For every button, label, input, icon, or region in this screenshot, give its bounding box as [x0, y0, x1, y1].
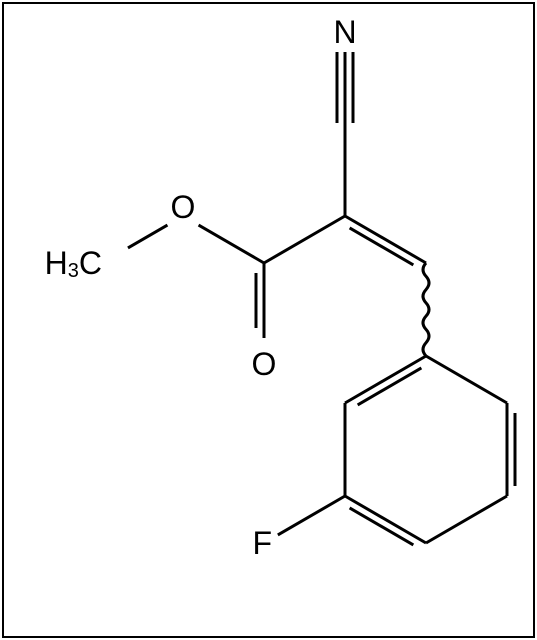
atom-label-C_me: H3C: [45, 245, 102, 282]
bonds-group: [128, 52, 515, 545]
atom-label-N: N: [333, 14, 356, 50]
atom-label-F: F: [252, 525, 272, 561]
atom-label-O_eth: O: [171, 189, 196, 225]
atom-label-O_dbl: O: [252, 346, 277, 382]
labels-group: N O O F H3C: [45, 14, 357, 561]
